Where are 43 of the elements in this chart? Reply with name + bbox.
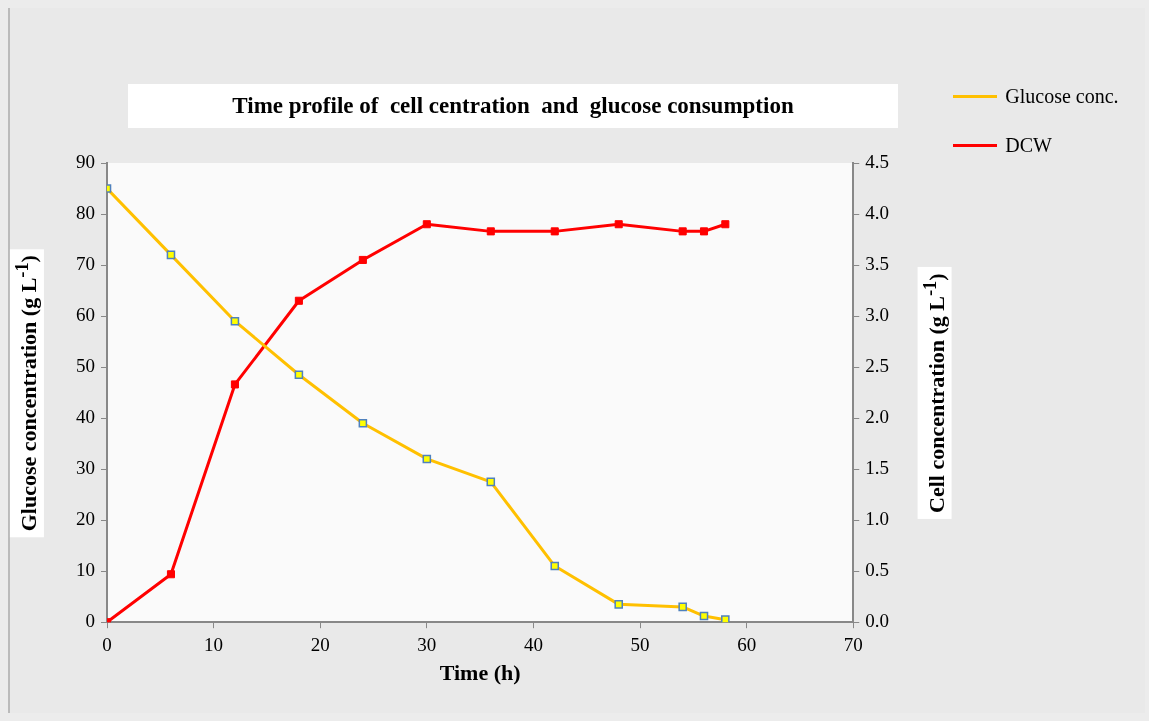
point <box>699 227 709 236</box>
y-tick-label: 50 <box>76 355 95 377</box>
point <box>422 220 431 229</box>
y-tick-label: 40 <box>76 406 95 428</box>
x-axis-title: Time (h) <box>438 660 522 687</box>
x-tick-label: 60 <box>737 633 757 655</box>
point <box>678 227 687 236</box>
x-tick-label: 40 <box>523 633 543 655</box>
x-tick-label: 50 <box>630 633 650 655</box>
x-tick-label: 20 <box>310 633 330 655</box>
y-tick-label: 20 <box>76 508 95 530</box>
point <box>358 255 367 264</box>
x-tick-label: 10 <box>204 633 224 655</box>
y-tick-label: 0 <box>85 610 95 632</box>
y2-tick-label: 4.5 <box>865 150 889 172</box>
point <box>230 380 239 389</box>
point <box>614 220 623 229</box>
y2-tick-label: 3.5 <box>865 253 889 275</box>
y-tick-label: 90 <box>76 150 95 172</box>
y2-tick-label: 0.5 <box>865 559 889 581</box>
y2-tick-label: 3.0 <box>865 304 889 326</box>
legend-label: DCW <box>1005 134 1052 157</box>
y-tick-label: 80 <box>76 202 95 224</box>
x-tick-label: 0 <box>102 633 112 655</box>
y-tick-label: 30 <box>76 457 95 479</box>
y2-tick-label: 0.0 <box>865 610 889 632</box>
point <box>550 227 559 236</box>
y2-tick-label: 2.5 <box>865 355 889 377</box>
y2-tick-label: 4.0 <box>865 202 889 224</box>
point <box>294 296 303 305</box>
y-tick-label: 70 <box>76 253 95 275</box>
y-tick-label: 60 <box>76 304 95 326</box>
x-tick-label: 30 <box>417 633 437 655</box>
y2-tick-label: 1.5 <box>865 457 889 479</box>
point <box>166 570 175 579</box>
legend-label: Glucose conc. <box>1005 85 1119 108</box>
y-tick-label: 10 <box>76 559 95 581</box>
x-tick-label: 70 <box>843 633 863 655</box>
chart-title: Time profile of cell centration and glucose consumption <box>128 84 898 128</box>
y2-tick-label: 2.0 <box>865 406 889 428</box>
point <box>486 227 495 236</box>
point <box>721 220 730 229</box>
y2-tick-label: 1.0 <box>865 508 889 530</box>
